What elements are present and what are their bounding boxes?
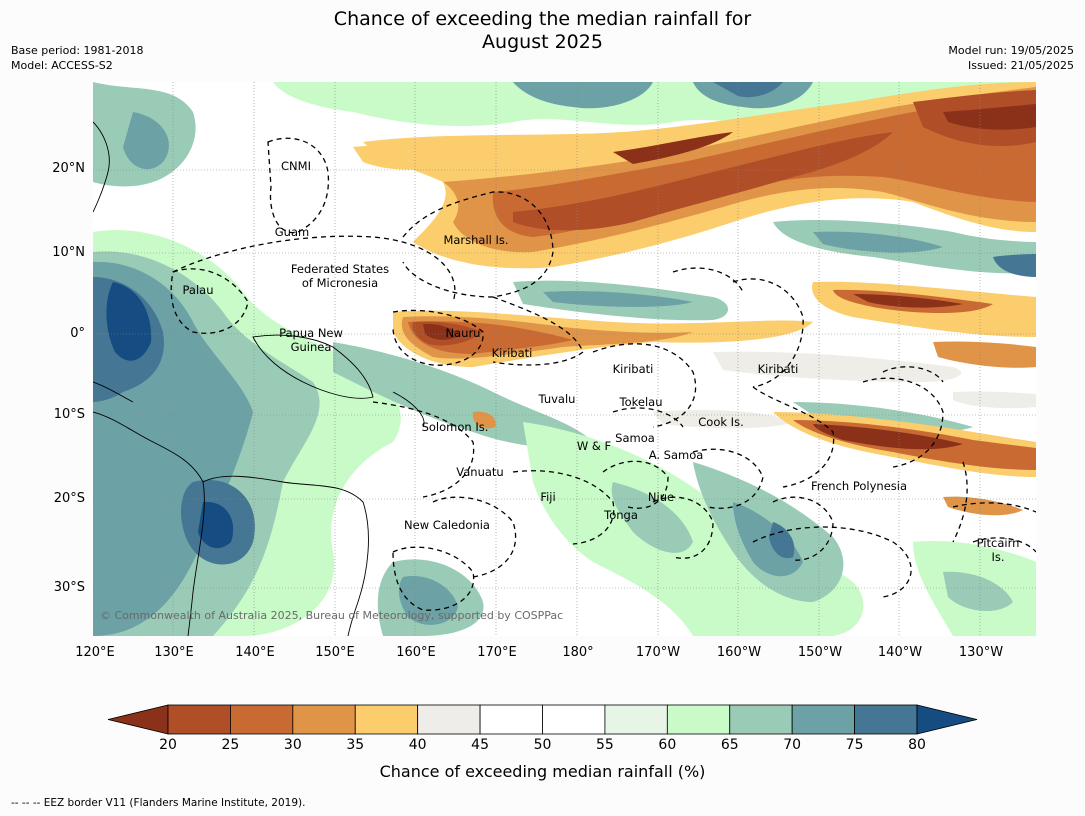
colorbar-cell [354, 704, 419, 735]
region-label-french-polynesia: French Polynesia [810, 479, 908, 493]
lat-label: 10°N [52, 245, 85, 260]
region-label-kiribati-central: Kiribati [612, 362, 654, 376]
region-label-cook: Cook Is. [698, 415, 744, 429]
lat-label: 0° [70, 326, 85, 341]
region-label-niue: Niue [647, 490, 675, 504]
title-line-2: August 2025 [482, 31, 603, 53]
region-label-kiribati-east: Kiribati [757, 362, 799, 376]
region-label-palau: Palau [182, 283, 214, 297]
lon-label: 160°E [396, 645, 436, 660]
colorbar-tick-label: 70 [783, 737, 802, 753]
lon-label: 150°W [797, 645, 843, 660]
map-title: Chance of exceeding the median rainfall … [0, 8, 1085, 54]
colorbar-label: Chance of exceeding median rainfall (%) [379, 762, 706, 781]
region-label-marshall: Marshall Is. [443, 233, 509, 247]
colorbar-extend-high [916, 704, 978, 735]
rainfall-map [93, 82, 1036, 636]
map-canvas [93, 82, 1036, 636]
eez-footnote: -- -- -- EEZ border V11 (Flanders Marine… [11, 797, 306, 809]
region-label-pitcairn-line2: Is. [991, 550, 1005, 564]
dry-anomaly [353, 82, 1036, 516]
colorbar-cell [542, 704, 606, 735]
region-label-samoa: Samoa [615, 431, 655, 445]
issued-date: Issued: 21/05/2025 [967, 59, 1074, 72]
lon-label: 170°E [477, 645, 517, 660]
region-label-pitcairn-line1: Pitcairn [976, 536, 1020, 550]
lon-label: 120°E [75, 645, 115, 660]
lon-label: 170°W [635, 645, 681, 660]
colorbar-tick-label: 45 [471, 737, 489, 753]
region-label-fiji: Fiji [540, 490, 556, 504]
region-label-nauru: Nauru [445, 326, 481, 340]
meta-left: Base period: 1981-2018 Model: ACCESS-S2 [11, 43, 143, 73]
lat-label: 10°S [53, 407, 85, 422]
colorbar-cell [729, 704, 793, 735]
colorbar-tick-label: 30 [283, 737, 302, 753]
lon-label: 130°W [958, 645, 1004, 660]
region-label-fsm-line2: of Micronesia [301, 276, 379, 290]
lon-label: 130°E [154, 645, 194, 660]
colorbar-tick-label: 60 [658, 737, 677, 753]
region-label-solomon: Solomon Is. [421, 420, 489, 434]
region-label-tuvalu: Tuvalu [538, 392, 576, 406]
region-label-vanuatu: Vanuatu [456, 465, 504, 479]
region-label-cnmi: CNMI [281, 159, 311, 173]
colorbar-cell [854, 704, 918, 735]
region-label-wf: W & F [576, 439, 612, 453]
lon-label: 150°E [315, 645, 355, 660]
colorbar-cell [417, 704, 481, 735]
eez-borders [170, 137, 1036, 611]
lon-label: 180° [562, 645, 594, 660]
meta-right: Model run: 19/05/2025 Issued: 21/05/2025 [948, 43, 1074, 73]
colorbar [107, 704, 978, 735]
colorbar-cell [791, 704, 855, 735]
region-label-fsm-line1: Federated States [290, 262, 390, 276]
copyright-notice: © Commonwealth of Australia 2025, Bureau… [100, 609, 564, 622]
region-label-fsm: Federated States of Micronesia [291, 262, 389, 290]
colorbar-tick-label: 25 [221, 737, 240, 753]
colorbar-tick-label: 50 [533, 737, 552, 753]
region-label-guam: Guam [274, 225, 310, 239]
base-period: Base period: 1981-2018 [11, 44, 144, 57]
colorbar-tick-label: 40 [408, 737, 427, 753]
model-name: Model: ACCESS-S2 [11, 59, 113, 72]
colorbar-tick-label: 35 [346, 737, 365, 753]
lat-label: 20°N [52, 161, 85, 176]
colorbar-extend-low [107, 704, 169, 735]
region-label-tonga: Tonga [604, 508, 638, 522]
region-label-png: Papua New Guinea [279, 326, 343, 354]
colorbar-tick-label: 55 [595, 737, 614, 753]
colorbar-cell [479, 704, 543, 735]
title-line-1: Chance of exceeding the median rainfall … [333, 8, 752, 30]
lon-label: 140°E [235, 645, 275, 660]
region-label-american-samoa: A. Samoa [648, 448, 704, 462]
model-run: Model run: 19/05/2025 [948, 44, 1074, 57]
lon-label: 140°W [877, 645, 923, 660]
region-label-new-caledonia: New Caledonia [404, 518, 490, 532]
region-label-kiribati-west: Kiribati [491, 346, 533, 360]
lat-label: 30°S [53, 580, 85, 595]
colorbar-cell [292, 704, 356, 735]
region-label-tokelau: Tokelau [619, 395, 663, 409]
region-label-png-line1: Papua New [279, 326, 343, 340]
wet-anomaly-west [93, 82, 484, 636]
colorbar-tick-label: 65 [720, 737, 739, 753]
coastlines [93, 121, 425, 636]
colorbar-cell [666, 704, 731, 735]
colorbar-cell [167, 704, 231, 735]
colorbar-tick-label: 80 [908, 737, 926, 753]
colorbar-tick-label: 75 [845, 737, 864, 753]
lat-label: 20°S [53, 491, 85, 506]
colorbar-cell [230, 704, 294, 735]
region-label-pitcairn: Pitcairn Is. [977, 536, 1020, 564]
colorbar-cell [604, 704, 668, 735]
region-label-png-line2: Guinea [290, 340, 332, 354]
colorbar-tick-label: 20 [159, 737, 177, 753]
lon-label: 160°W [716, 645, 762, 660]
graticule [93, 82, 1036, 636]
wet-anomaly-central [333, 280, 1036, 636]
